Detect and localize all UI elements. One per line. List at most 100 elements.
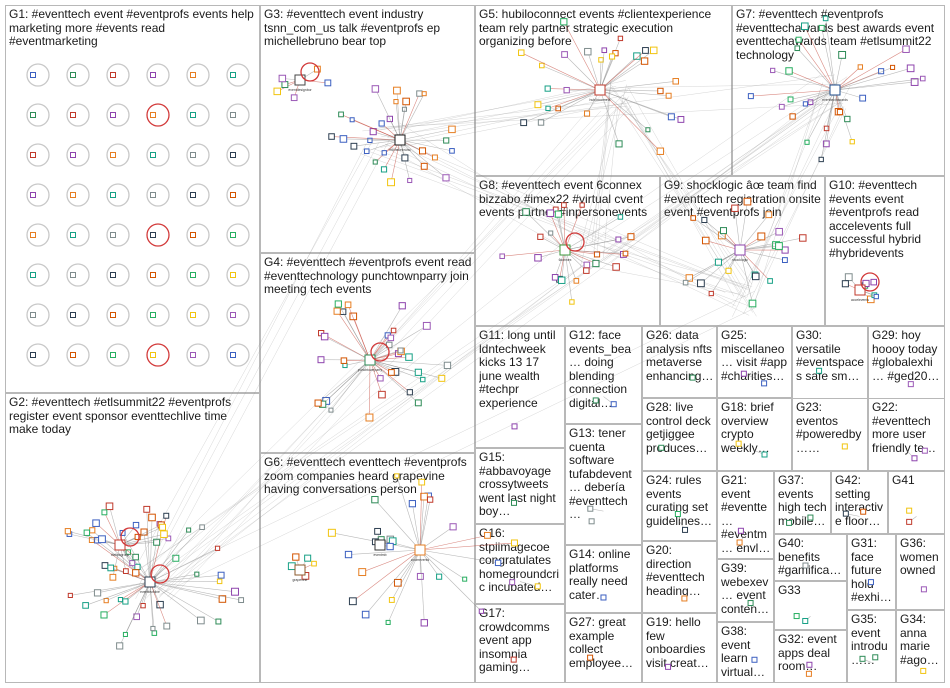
group-box-g25: G25: miscellaneo… visit #app #charities … [717, 326, 792, 398]
self-loop-edge [226, 103, 250, 127]
group-box-g31: G31: face future hold #exhibi… [847, 534, 896, 610]
group-box-g37: G37: events high tech mobile… [774, 471, 831, 534]
network-edge [806, 89, 836, 143]
network-node [449, 523, 457, 531]
network-node [416, 572, 424, 580]
network-edge [564, 239, 619, 251]
network-edge [369, 359, 383, 395]
network-node [281, 81, 289, 89]
network-node [348, 597, 357, 606]
network-node [615, 140, 623, 148]
group-box-g39: G39: webexev… event content… [717, 559, 774, 622]
network-node [537, 119, 545, 126]
network-node [98, 535, 106, 544]
network-node [110, 352, 116, 358]
network-edge [603, 109, 618, 258]
network-node [743, 197, 752, 206]
self-loop-edge [106, 303, 130, 327]
network-node [394, 473, 400, 479]
network-node [93, 589, 102, 597]
network-node [199, 524, 205, 531]
network-node [793, 613, 800, 620]
network-node [414, 399, 422, 407]
network-node [449, 148, 455, 154]
network-edge [366, 139, 401, 152]
group-label-g36: G36: women owned [900, 537, 939, 577]
network-edge [747, 91, 828, 286]
network-edge [158, 97, 629, 599]
network-node [344, 550, 353, 559]
network-edge [412, 503, 421, 551]
network-node [340, 357, 348, 364]
network-node [672, 78, 679, 85]
network-edge [348, 549, 421, 555]
network-edge [152, 90, 841, 583]
network-node [600, 594, 607, 601]
network-edge [739, 245, 779, 251]
network-node [844, 273, 853, 282]
network-node [217, 571, 225, 579]
network-node [816, 367, 823, 374]
network-edge [705, 240, 741, 251]
network-node [416, 90, 423, 97]
network-node [123, 568, 129, 574]
network-edge [359, 153, 584, 237]
group-label-g3: G3: #eventtech event industry tsnn_com_u… [264, 8, 441, 48]
network-edge [396, 90, 401, 141]
group-box-g23: G23: eventos #poweredby… #eventtech #eve… [792, 398, 868, 471]
network-node [110, 72, 116, 78]
network-node [361, 610, 370, 619]
network-node [537, 233, 544, 240]
network-edge [743, 108, 847, 315]
network-node [849, 139, 855, 145]
network-node [560, 18, 568, 26]
network-node [172, 554, 180, 562]
network-node [617, 35, 624, 42]
network-edge [419, 535, 488, 551]
network-node [642, 47, 649, 54]
network-node [902, 45, 910, 53]
node-label: eventdesignbor [288, 88, 312, 92]
network-node [645, 127, 651, 133]
group-label-g18: G18: brief overview crypto weekly curren… [721, 401, 774, 455]
self-loop-edge [146, 103, 170, 127]
network-node [190, 112, 196, 118]
network-edge [704, 219, 741, 251]
network-node [349, 117, 355, 123]
network-edge [149, 581, 242, 601]
network-node [92, 519, 100, 527]
self-loop-edge [146, 303, 170, 327]
network-edge [599, 80, 676, 91]
network-edge [746, 82, 824, 298]
network-edge [593, 80, 612, 253]
network-node [748, 299, 757, 308]
network-node [344, 301, 352, 309]
network-node [689, 374, 696, 381]
network-edge [564, 249, 617, 268]
network-node [836, 108, 844, 116]
self-loop-edge [106, 63, 130, 87]
group-box-g11: G11: long until ldntechweek kicks 13 17 … [475, 326, 565, 448]
network-node [601, 47, 608, 54]
network-node [740, 370, 747, 377]
network-node [587, 654, 594, 661]
network-edge [153, 110, 602, 595]
network-node [767, 278, 773, 284]
network-edge [732, 78, 847, 317]
network-edge [369, 359, 419, 404]
network-node [725, 267, 732, 274]
network-node [818, 24, 825, 31]
network-edge [362, 549, 421, 573]
network-edge [387, 148, 582, 259]
network-node [422, 321, 431, 330]
network-node [649, 46, 658, 55]
network-node [122, 598, 129, 605]
network-node [378, 390, 386, 399]
network-node [510, 499, 517, 506]
self-loop-edge [66, 63, 90, 87]
network-node [414, 544, 426, 556]
network-node [612, 263, 620, 271]
self-loop-edge [106, 223, 130, 247]
network-node [802, 101, 809, 107]
